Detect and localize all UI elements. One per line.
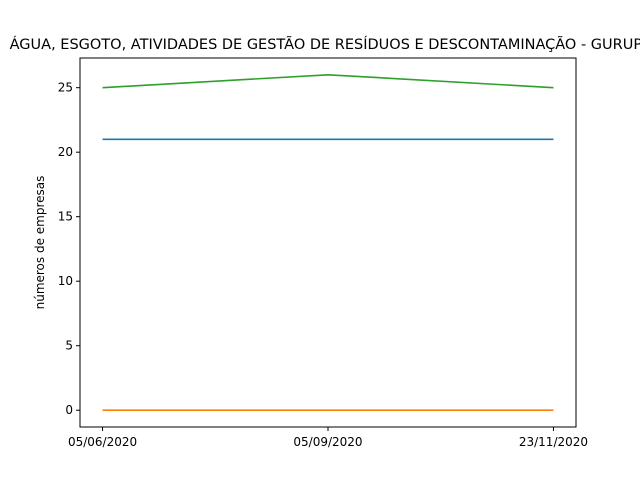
x-tick-label: 05/09/2020: [293, 435, 362, 449]
y-tick-label: 15: [58, 210, 73, 224]
y-tick-label: 10: [58, 274, 73, 288]
x-tick-label: 05/06/2020: [68, 435, 137, 449]
series-layer: [102, 73, 554, 412]
chart-title: ÁGUA, ESGOTO, ATIVIDADES DE GESTÃO DE RE…: [10, 36, 640, 53]
series-line-3: [102, 73, 554, 89]
y-tick-label: 5: [65, 339, 73, 353]
x-axis-ticks: 05/06/2020 05/09/2020 23/11/2020: [68, 427, 588, 449]
y-tick-label: 0: [65, 403, 73, 417]
y-axis-ticks: 0 5 10 15 20 25: [58, 81, 80, 417]
y-tick-label: 20: [58, 145, 73, 159]
x-tick-label: 23/11/2020: [519, 435, 588, 449]
plot-frame: [79, 57, 577, 428]
y-axis-label: números de empresas: [33, 176, 47, 310]
y-tick-label: 25: [58, 81, 73, 95]
